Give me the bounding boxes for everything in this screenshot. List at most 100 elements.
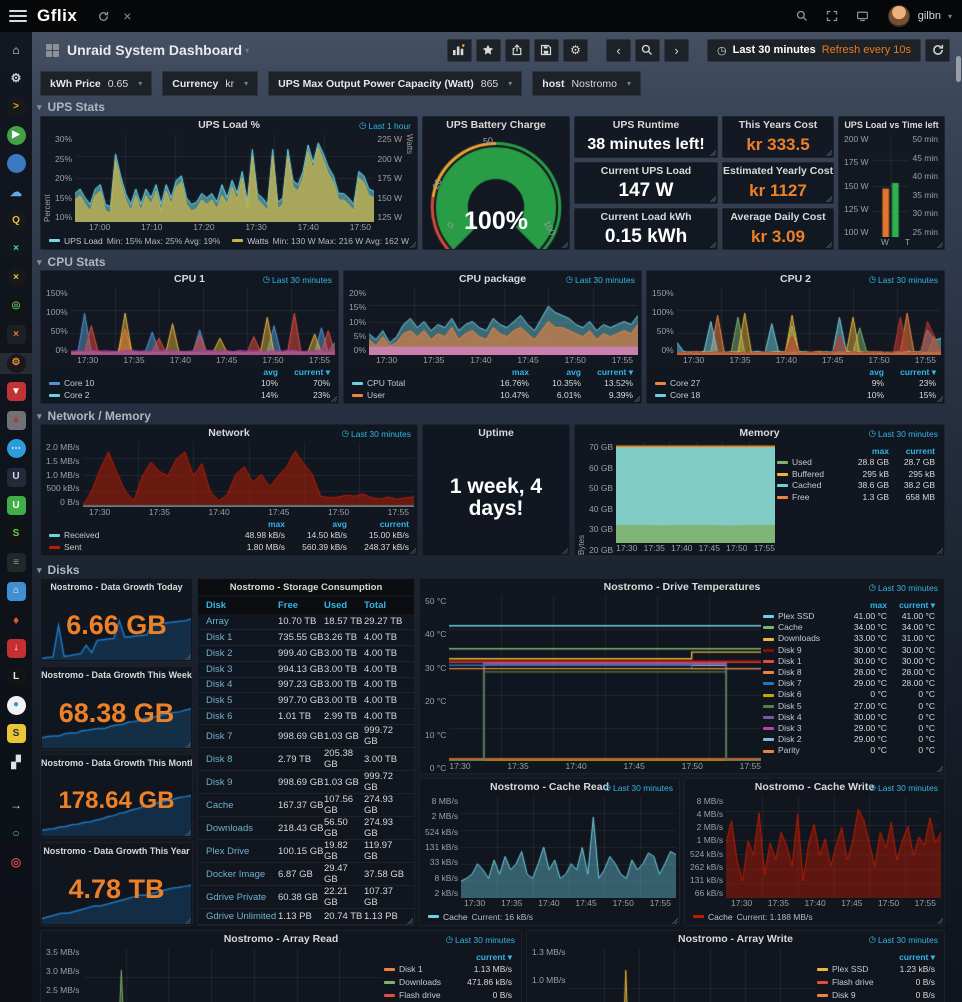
- sidebar-app-play-icon[interactable]: ▶: [0, 125, 32, 146]
- time-range-link[interactable]: ◷ Last 30 minutes: [868, 934, 938, 945]
- sidebar-app-u-green-icon[interactable]: U: [0, 495, 32, 516]
- cpu2-chart[interactable]: [676, 288, 941, 355]
- row-header-network-memory[interactable]: ▾ Network / Memory: [37, 409, 151, 423]
- row-header-cpu-stats[interactable]: ▾ CPU Stats: [37, 255, 106, 269]
- ups-load-chart[interactable]: [75, 134, 375, 222]
- user-avatar[interactable]: [887, 5, 910, 27]
- time-range-link[interactable]: ◷ Last 30 minutes: [868, 274, 938, 285]
- app-title[interactable]: Gflix: [37, 6, 78, 25]
- sidebar-app-lazy-icon[interactable]: L: [0, 666, 32, 687]
- row-header-ups-stats[interactable]: ▾ UPS Stats: [37, 100, 105, 114]
- panel-title[interactable]: CPU 2: [780, 273, 811, 285]
- sidebar-logout-icon[interactable]: →: [10, 797, 22, 812]
- sidebar-app-download-icon[interactable]: ↓: [0, 638, 32, 659]
- panel-title[interactable]: Nostromo - Data Growth Today: [50, 582, 183, 592]
- array-write-chart[interactable]: [568, 948, 815, 1002]
- sidebar-app-u-dark-icon[interactable]: U: [0, 467, 32, 488]
- panel-title[interactable]: Nostromo - Cache Read: [489, 781, 610, 793]
- tv-mode-icon[interactable]: [856, 10, 869, 22]
- legend-item[interactable]: Watts Min: 130 W Max: 216 W Avg: 162 W: [232, 236, 409, 246]
- time-range-link[interactable]: ◷ Last 30 minutes: [445, 934, 515, 945]
- sidebar-home-icon[interactable]: ⌂: [12, 42, 20, 57]
- variable-dropdown[interactable]: Currency kr ▾: [162, 71, 259, 96]
- array-read-chart[interactable]: [82, 948, 382, 1002]
- sidebar-app-bars-icon[interactable]: ≡: [0, 552, 32, 573]
- panel-title[interactable]: UPS Runtime: [612, 119, 680, 131]
- panel-title[interactable]: Nostromo - Array Write: [678, 933, 793, 945]
- time-range-link[interactable]: ◷ Last 30 minutes: [868, 428, 938, 439]
- sidebar-app-home-blue-icon[interactable]: ⌂: [0, 581, 32, 602]
- panel-title[interactable]: Nostromo - Data Growth This Week: [41, 670, 192, 680]
- fullscreen-icon[interactable]: [826, 10, 838, 22]
- sidebar-app-dots-icon[interactable]: ⋯: [0, 438, 32, 459]
- row-header-disks[interactable]: ▾ Disks: [37, 563, 80, 577]
- panel-title[interactable]: UPS Battery Charge: [446, 119, 546, 131]
- settings-button[interactable]: ⚙: [562, 38, 588, 62]
- sidebar-app-quad-teal-icon[interactable]: ×: [0, 239, 32, 260]
- panel-title[interactable]: Nostromo - Data Growth This Month: [41, 758, 192, 768]
- drive-temps-chart[interactable]: [449, 596, 761, 761]
- panel-title[interactable]: Nostromo - Drive Temperatures: [603, 581, 761, 593]
- panel-title[interactable]: Uptime: [478, 427, 514, 439]
- panel-title[interactable]: This Years Cost: [738, 119, 818, 131]
- panel-title[interactable]: CPU 1: [174, 273, 205, 285]
- time-back-button[interactable]: ‹: [605, 38, 631, 62]
- panel-title[interactable]: UPS Load vs Time left: [844, 120, 939, 130]
- time-forward-button[interactable]: ›: [663, 38, 689, 62]
- dashboard-title[interactable]: Unraid System Dashboard: [67, 42, 243, 58]
- search-icon[interactable]: [796, 10, 808, 22]
- memory-chart[interactable]: [616, 442, 775, 543]
- panel-title[interactable]: Nostromo - Array Read: [223, 933, 339, 945]
- panel-title[interactable]: Network: [208, 427, 250, 439]
- sidebar-app-gitlab-icon[interactable]: ♦: [12, 612, 20, 627]
- sidebar-app-cloud-icon[interactable]: ☁: [10, 185, 22, 199]
- refresh-button[interactable]: [925, 38, 950, 62]
- time-range-link[interactable]: ◷ Last 30 minutes: [341, 428, 411, 439]
- sidebar-app-swag-icon[interactable]: S: [0, 524, 32, 545]
- sidebar-app-shield-icon[interactable]: ▼: [0, 381, 32, 402]
- panel-title[interactable]: Average Daily Cost: [730, 211, 826, 223]
- panel-title[interactable]: UPS Load %: [198, 119, 260, 131]
- sidebar-help-icon[interactable]: ◎: [10, 854, 22, 869]
- cpu1-chart[interactable]: [70, 288, 335, 355]
- time-picker-button[interactable]: ◷ Last 30 minutes Refresh every 10s: [706, 38, 921, 62]
- share-button[interactable]: [504, 38, 530, 62]
- panel-title[interactable]: Current Load kWh: [600, 211, 692, 223]
- variable-dropdown[interactable]: UPS Max Output Power Capacity (Watt) 865…: [268, 71, 523, 96]
- variable-dropdown[interactable]: host Nostromo ▾: [532, 71, 641, 96]
- variable-dropdown[interactable]: kWh Price 0.65 ▾: [40, 71, 153, 96]
- sidebar-app-quad-yellow-icon[interactable]: ×: [0, 267, 32, 288]
- panel-title[interactable]: Estimated Yearly Cost: [723, 165, 833, 177]
- network-chart[interactable]: [82, 442, 414, 507]
- panel-title[interactable]: Current UPS Load: [600, 165, 692, 177]
- sidebar-github-icon[interactable]: ○: [12, 826, 20, 840]
- sidebar-app-search-icon[interactable]: Q: [0, 210, 32, 231]
- legend-item[interactable]: Cache Current: 1.188 MB/s: [693, 912, 813, 922]
- zoom-out-button[interactable]: [634, 38, 660, 62]
- add-panel-button[interactable]: [446, 38, 472, 62]
- sidebar-app-arrow-icon[interactable]: >: [0, 96, 32, 117]
- sidebar-app-scissors-icon[interactable]: ×: [0, 324, 32, 345]
- sidebar-app-media-icon[interactable]: [0, 153, 32, 174]
- username[interactable]: gilbn: [917, 10, 941, 22]
- time-range-link[interactable]: ◷ Last 30 minutes: [868, 582, 938, 593]
- menu-icon[interactable]: [9, 10, 27, 22]
- sidebar-settings-icon[interactable]: ⚙: [10, 71, 22, 85]
- panel-title[interactable]: Nostromo - Data Growth This Year: [43, 846, 190, 856]
- sidebar-app-sqlite-icon[interactable]: S: [0, 723, 32, 744]
- refresh-tab-icon[interactable]: [98, 11, 109, 22]
- sidebar-app-gear-orange-icon[interactable]: ⚙: [0, 352, 32, 374]
- time-range-link[interactable]: ◷ Last 30 minutes: [603, 782, 673, 793]
- panel-title[interactable]: Nostromo - Cache Write: [754, 781, 875, 793]
- time-range-link[interactable]: ◷ Last 30 minutes: [262, 274, 332, 285]
- favorite-star-button[interactable]: [475, 38, 501, 62]
- dashboard-grid-icon[interactable]: [46, 43, 59, 57]
- sidebar-app-sync-icon[interactable]: ◎: [0, 296, 32, 317]
- cpu-package-chart[interactable]: [369, 288, 638, 355]
- legend-item[interactable]: Cache Current: 16 kB/s: [428, 912, 533, 922]
- scrollbar-thumb[interactable]: [956, 56, 961, 82]
- panel-title[interactable]: Memory: [739, 427, 780, 439]
- cache-read-chart[interactable]: [461, 796, 676, 898]
- ups-bar-chart[interactable]: [871, 134, 910, 237]
- panel-title[interactable]: CPU package: [458, 273, 527, 285]
